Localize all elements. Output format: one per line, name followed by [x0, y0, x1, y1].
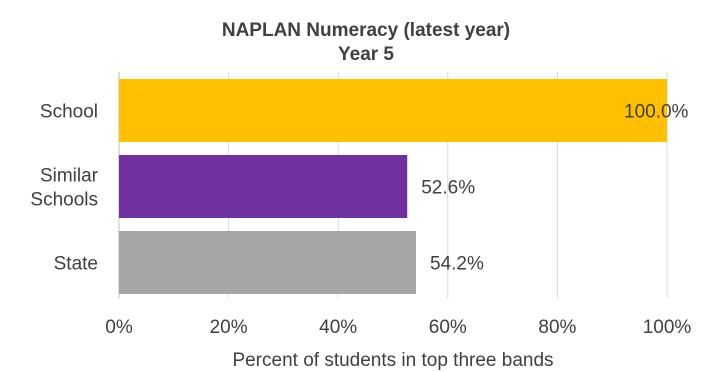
chart-title-line1: NAPLAN Numeracy (latest year)	[222, 20, 510, 41]
category-label-line: State	[54, 254, 98, 275]
chart-title: NAPLAN Numeracy (latest year) Year 5	[222, 20, 510, 65]
x-tick-label-4: 80%	[538, 317, 576, 338]
category-label-2: State	[54, 254, 98, 275]
bar-school	[119, 79, 667, 142]
bar-similar-schools	[119, 155, 408, 218]
chart-subtitle: Year 5	[338, 44, 394, 65]
data-label-1: 52.6%	[421, 178, 475, 199]
category-label-0: School	[40, 102, 98, 123]
data-labels: 100.0% 52.6% 54.2%	[421, 102, 688, 275]
category-label-1: Similar Schools	[30, 166, 98, 211]
bar-state	[119, 231, 417, 294]
x-tick-label-3: 60%	[429, 317, 467, 338]
x-tick-label-0: 0%	[105, 317, 133, 338]
x-axis-label: Percent of students in top three bands	[232, 350, 553, 371]
x-tick-label-5: 100%	[643, 317, 692, 338]
category-label-line: Schools	[30, 190, 98, 211]
category-label-line: School	[40, 102, 98, 123]
bars	[119, 79, 667, 294]
x-axis-ticks: 0% 20% 40% 60% 80% 100%	[105, 317, 691, 338]
x-tick-label-2: 40%	[319, 317, 357, 338]
x-tick-label-1: 20%	[210, 317, 248, 338]
data-label-2: 54.2%	[430, 254, 484, 275]
category-label-line: Similar	[40, 166, 99, 187]
category-labels: School Similar Schools State	[30, 102, 98, 275]
data-label-0: 100.0%	[624, 102, 689, 123]
